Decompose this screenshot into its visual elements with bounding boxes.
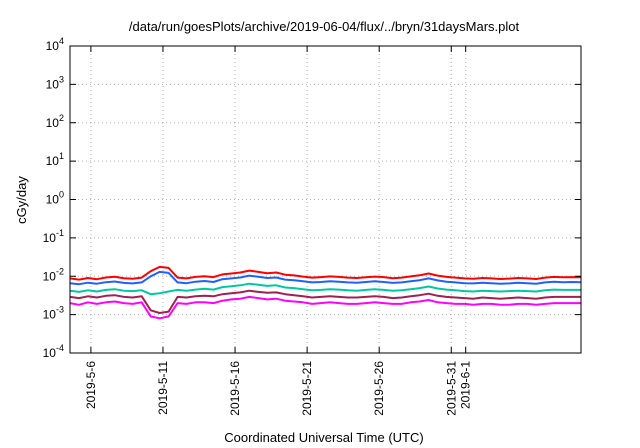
x-tick-label: 2019-5-31	[444, 361, 458, 416]
y-tick-label: 10-4	[43, 343, 64, 360]
y-tick-label: 101	[46, 151, 64, 168]
x-tick-label: 2019-5-21	[300, 361, 314, 416]
series-line-1	[69, 265, 582, 281]
grid	[70, 46, 581, 353]
x-tick-label: 2019-5-11	[156, 361, 170, 415]
series-line-5	[69, 295, 581, 320]
y-tick-label: 103	[46, 74, 64, 91]
y-axis-label: cGy/day	[14, 176, 29, 224]
x-tick-label: 2019-5-6	[84, 361, 98, 409]
y-tick-label: 10-3	[43, 305, 64, 322]
x-axis-label: Coordinated Universal Time (UTC)	[224, 430, 423, 445]
chart-title: /data/run/goesPlots/archive/2019-06-04/f…	[129, 19, 520, 34]
y-tick-label: 104	[46, 36, 64, 53]
axes: 10-4 10-3 10-2 10-1 100 101 102 103 104 2019-5-6 2…	[43, 36, 581, 416]
series-line-4	[69, 289, 581, 314]
x-tick-label: 2019-6-1	[459, 361, 473, 409]
x-tick-label: 2019-5-26	[372, 361, 386, 416]
series-line-2	[69, 270, 582, 286]
y-tick-label: 10-1	[43, 228, 64, 245]
series-line-3	[69, 282, 581, 296]
y-tick-label: 100	[46, 190, 64, 207]
series-layer	[69, 265, 582, 320]
y-tick-label: 10-2	[43, 266, 64, 283]
x-tick-label: 2019-5-16	[228, 361, 242, 416]
y-tick-label: 102	[46, 113, 64, 130]
